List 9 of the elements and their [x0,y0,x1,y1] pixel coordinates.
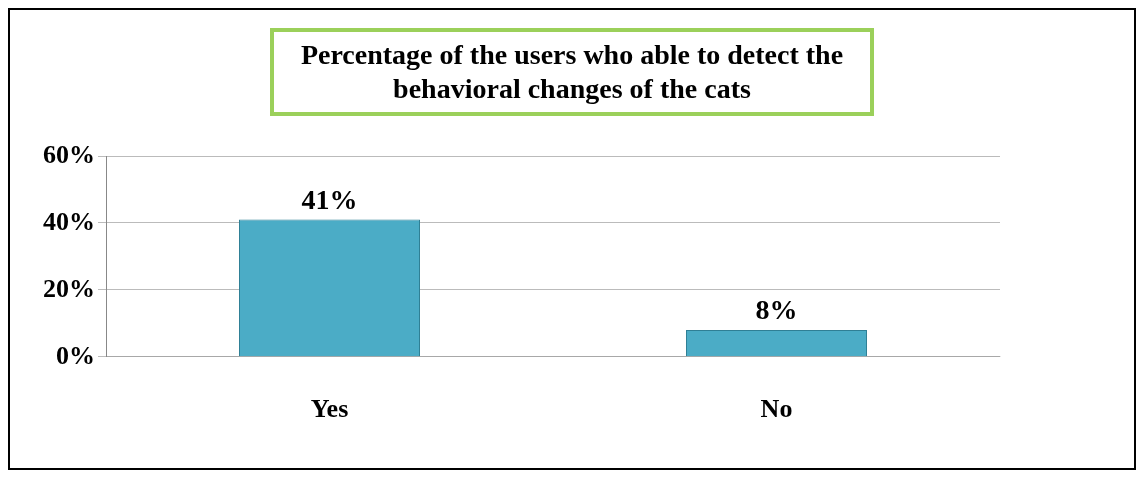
y-tick-label: 60% [43,139,95,169]
y-tick-label: 0% [56,340,95,370]
chart-title: Percentage of the users who able to detect the behavioral changes of the cats [270,28,874,116]
y-tick-label: 20% [43,273,95,303]
x-tick-label: No [760,394,793,424]
data-label: 8% [755,294,798,326]
y-tick-label: 40% [43,206,95,236]
x-tick-label: Yes [310,394,349,424]
data-label: 41% [301,183,358,215]
